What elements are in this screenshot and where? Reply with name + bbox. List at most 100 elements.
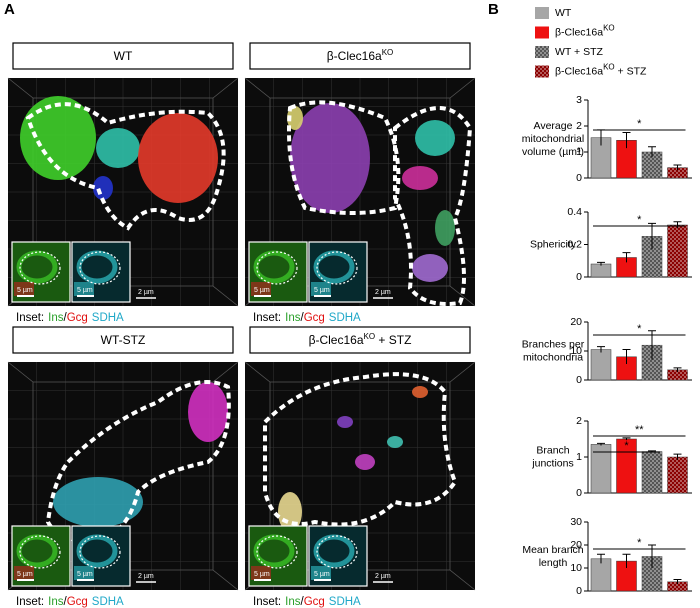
error-bar <box>648 222 656 250</box>
significance-label: * <box>637 537 642 549</box>
bar-pattern <box>642 152 662 178</box>
caption-sdha: SDHA <box>329 596 361 608</box>
y-axis-label: mitochondria <box>523 351 583 363</box>
inset-outline <box>256 251 298 285</box>
error-bar <box>673 579 682 585</box>
scale-bar-label: 5 µm <box>314 571 330 578</box>
y-tick-label: 0 <box>576 271 582 283</box>
inset-signal <box>16 534 58 568</box>
scale-bar-label: 5 µm <box>254 287 270 294</box>
microscopy-image: 5 µm 5 µm 2 µm <box>7 77 239 307</box>
caption-prefix: Inset: <box>16 596 44 608</box>
inset-outline <box>316 251 358 285</box>
inset-signal <box>253 250 295 284</box>
y-axis-label: Mean branch <box>522 544 583 556</box>
caption-gcg: Gcg <box>67 596 88 608</box>
image-title: WT-STZ <box>101 333 146 347</box>
panel-label: B <box>488 1 499 18</box>
title-box <box>249 326 471 354</box>
inset-outline <box>316 535 358 569</box>
title-box <box>249 42 471 70</box>
inset-caption: Inset: Ins/Gcg SDHA <box>253 312 361 324</box>
y-tick-label: 1 <box>576 451 582 463</box>
label-text: β-Clec16a <box>555 26 603 38</box>
caption-prefix: Inset: <box>16 312 44 324</box>
significance-label: ** <box>635 424 644 436</box>
bar <box>590 558 612 592</box>
bar <box>590 349 612 381</box>
significance-label: * <box>637 323 642 335</box>
error-bar <box>597 346 605 353</box>
y-axis-label: volume (µm³) <box>522 146 584 158</box>
bar-pattern <box>667 457 688 493</box>
scale-bar-label: 2 µm <box>375 573 391 580</box>
mitochondria <box>402 166 438 190</box>
mitochondria <box>96 128 140 168</box>
label-after: + STZ <box>615 65 647 77</box>
mitochondria <box>20 96 96 180</box>
label-after: + STZ <box>375 333 411 347</box>
error-bar <box>673 221 682 229</box>
legend-label: β-Clec16aKO <box>555 24 615 39</box>
y-tick-label: 0 <box>576 585 582 597</box>
y-tick-label: 20 <box>570 539 582 551</box>
scale-bar-label: 5 µm <box>17 571 33 578</box>
caption-slash: / <box>300 312 304 324</box>
label-sup: KO <box>382 48 394 57</box>
bar-pattern <box>667 225 688 277</box>
inset-caption: Inset: Ins/Gcg SDHA <box>253 596 361 608</box>
y-tick-label: 0 <box>576 374 582 386</box>
error-bar <box>648 146 656 158</box>
label-sup: KO <box>603 24 615 33</box>
mitochondria <box>53 477 143 527</box>
bar-pattern <box>642 451 662 493</box>
cell-outline <box>287 100 473 306</box>
y-tick-label: 2 <box>576 120 582 132</box>
mitochondria <box>188 382 228 442</box>
inset-outline <box>19 251 61 285</box>
error-bar <box>622 437 631 441</box>
image-title: β-Clec16aKO <box>327 48 394 63</box>
scale-bar-label: 5 µm <box>17 287 33 294</box>
mitochondria <box>412 254 448 282</box>
scale-bar-label: 2 µm <box>138 573 154 580</box>
mitochondria <box>93 176 113 200</box>
error-bar <box>648 330 656 360</box>
inset-signal <box>253 534 295 568</box>
y-tick-label: 30 <box>570 516 582 528</box>
legend-swatch-pattern <box>535 46 549 58</box>
scale-bar-label: 5 µm <box>314 287 330 294</box>
label-text: WT <box>114 49 133 63</box>
inset-signal <box>74 566 94 580</box>
cell-outline <box>263 372 458 527</box>
mitochondria <box>387 436 403 448</box>
label-text: WT + STZ <box>555 46 604 58</box>
caption-gcg: Gcg <box>304 312 325 324</box>
legend-swatch-pattern <box>535 65 549 78</box>
bar-pattern <box>667 167 688 178</box>
inset-signal <box>313 534 355 568</box>
error-bar <box>673 453 682 460</box>
inset-signal <box>311 282 331 296</box>
y-tick-label: 3 <box>576 94 582 106</box>
label-text: β-Clec16a <box>327 49 382 63</box>
inset-caption: Inset: Ins/Gcg SDHA <box>16 596 124 608</box>
microscopy-image: 5 µm 5 µm 2 µm <box>244 361 476 591</box>
label-sup: KO <box>364 332 376 341</box>
panel-label: A <box>4 1 15 18</box>
y-axis-label: junctions <box>531 457 573 469</box>
mitochondria <box>415 120 455 156</box>
inset-signal <box>313 250 355 284</box>
image-title: β-Clec16aKO + STZ <box>309 332 412 347</box>
error-bar <box>622 252 631 263</box>
caption-ins: Ins <box>48 596 64 608</box>
significance-label: * <box>637 118 642 130</box>
error-bar <box>673 367 682 372</box>
inset-signal <box>76 250 118 284</box>
legend-label: WT <box>555 7 572 19</box>
caption-gcg: Gcg <box>67 312 88 324</box>
inset-signal <box>16 250 58 284</box>
label-text: WT <box>555 7 572 19</box>
caption-sdha: SDHA <box>329 312 361 324</box>
